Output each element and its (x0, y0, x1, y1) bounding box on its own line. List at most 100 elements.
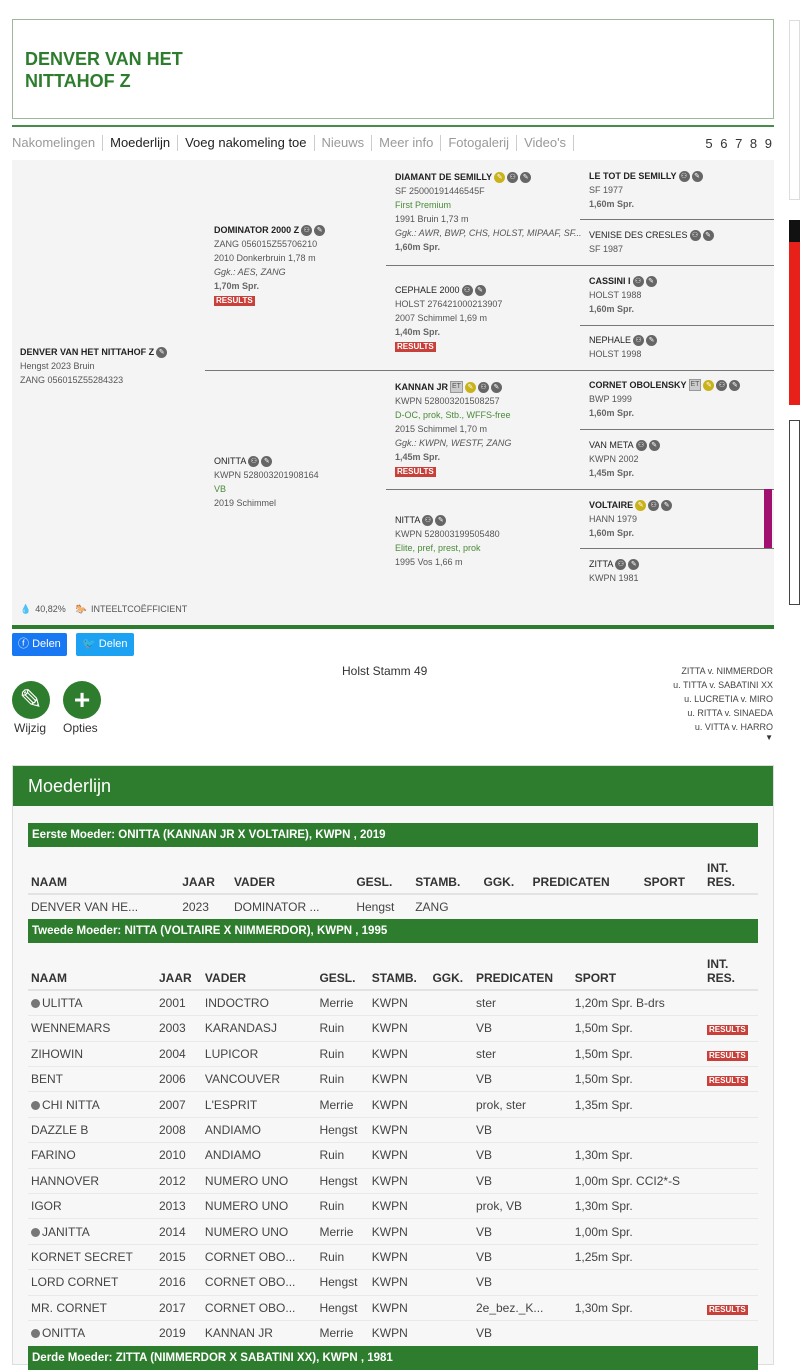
horse-name-link[interactable]: CEPHALE 2000 (395, 285, 460, 295)
family-icon[interactable]: ⚇ (507, 171, 519, 183)
horse-name-link[interactable]: DENVER VAN HET NITTAHOF Z (20, 347, 155, 357)
edit-icon[interactable]: ✎ (261, 455, 273, 467)
horse-name-link[interactable]: ULITTA (42, 996, 83, 1011)
family-icon[interactable]: ⚇ (248, 455, 260, 467)
tab-fotogalerij[interactable]: Fotogalerij (441, 135, 518, 151)
horse-name-link[interactable]: CASSINI I (589, 276, 631, 286)
approved-stallion-icon[interactable]: ✎ (494, 171, 506, 183)
results-badge[interactable]: RESULTS (395, 342, 436, 352)
edit-icon[interactable]: ✎ (729, 379, 741, 391)
edit-icon[interactable]: ✎ (645, 275, 657, 287)
tab-nieuws[interactable]: Nieuws (315, 135, 373, 151)
horse-name-link[interactable]: DIAMANT DE SEMILLY (395, 172, 493, 182)
edit-icon[interactable]: ✎ (648, 439, 660, 451)
horse-name-link[interactable]: LE TOT DE SEMILLY (589, 171, 677, 181)
edit-icon[interactable]: ✎ (646, 334, 658, 346)
family-icon[interactable]: ⚇ (716, 379, 728, 391)
cell-res: RESULTS (704, 1015, 758, 1042)
horse-name-link[interactable]: IGOR (31, 1199, 62, 1214)
edit-icon[interactable]: ✎ (520, 171, 532, 183)
expand-caret-icon[interactable]: ▼ (765, 733, 773, 742)
approved-stallion-icon[interactable]: ✎ (635, 499, 647, 511)
edit-icon[interactable]: ✎ (435, 514, 447, 526)
twitter-share-button[interactable]: 🐦 Delen (76, 633, 134, 656)
cell-vader: NUMERO UNO (201, 1193, 317, 1219)
edit-icon[interactable]: ✎ (628, 558, 640, 570)
horse-name-link[interactable]: HANNOVER (31, 1173, 100, 1188)
cell-vader: NUMERO UNO (201, 1167, 317, 1194)
cell-stamb: KWPN (368, 1040, 430, 1067)
results-badge[interactable]: RESULTS (214, 296, 255, 306)
horse-name-link[interactable]: KORNET SECRET (31, 1249, 133, 1264)
horse-name-link[interactable]: DAZZLE B (31, 1123, 89, 1138)
horse-name-link[interactable]: MR. CORNET (31, 1300, 107, 1315)
options-button[interactable]: + (63, 681, 101, 719)
tab-nakomelingen[interactable]: Nakomelingen (12, 135, 104, 151)
family-icon[interactable]: ⚇ (635, 439, 647, 451)
family-icon[interactable]: ⚇ (678, 170, 690, 182)
approved-stallion-icon[interactable]: ✎ (464, 381, 476, 393)
horse-name-link[interactable]: VOLTAIRE (589, 500, 634, 510)
family-icon[interactable]: ⚇ (301, 224, 313, 236)
results-badge[interactable]: RESULTS (707, 1304, 748, 1315)
horse-name-link[interactable]: LORD CORNET (31, 1275, 119, 1290)
edit-icon[interactable]: ✎ (661, 499, 673, 511)
horse-name-link[interactable]: JANITTA (42, 1224, 90, 1239)
results-badge[interactable]: RESULTS (707, 1050, 748, 1061)
column-header: VADER (230, 847, 354, 895)
pagination[interactable]: 5 6 7 8 9 (705, 135, 774, 151)
pencil-icon: ✎ (19, 684, 43, 715)
cell-stamb: KWPN (368, 1294, 430, 1321)
horse-name-link[interactable]: DENVER VAN HE... (31, 900, 139, 915)
edit-icon[interactable]: ✎ (691, 170, 703, 182)
facebook-share-button[interactable]: ⓕ Delen (12, 633, 67, 656)
results-badge[interactable]: RESULTS (707, 1076, 748, 1087)
pedigree-line1: Hengst 2023 Bruin (20, 361, 95, 371)
tab-meer-info[interactable]: Meer info (372, 135, 442, 151)
horse-name-link[interactable]: NEPHALE (589, 335, 632, 345)
horse-name-link[interactable]: ONITTA (214, 456, 247, 466)
horse-name-link[interactable]: BENT (31, 1072, 64, 1087)
edit-icon[interactable]: ✎ (702, 229, 714, 241)
family-icon[interactable]: ⚇ (632, 275, 644, 287)
horse-name-link[interactable]: ONITTA (42, 1326, 86, 1341)
tab-moederlijn[interactable]: Moederlijn (103, 135, 179, 151)
table-row: BENT 2006 VANCOUVER Ruin KWPN VB 1,50m Spr. RES… (28, 1066, 758, 1092)
horse-name-link[interactable]: ZIHOWIN (31, 1046, 83, 1061)
edit-icon[interactable]: ✎ (314, 224, 326, 236)
results-badge[interactable]: RESULTS (395, 467, 436, 477)
cell-sport: 1,30m Spr. (571, 1142, 704, 1169)
horse-name-link[interactable]: DOMINATOR 2000 Z (214, 225, 300, 235)
approved-stallion-icon[interactable]: ✎ (703, 379, 715, 391)
tab-video-s[interactable]: Video's (517, 135, 575, 151)
tab-voeg-nakomeling-toe[interactable]: Voeg nakomeling toe (178, 135, 315, 151)
damline-item: u. TITTA v. SABATINI XX (673, 680, 773, 690)
family-icon[interactable]: ⚇ (648, 499, 660, 511)
horse-name-link[interactable]: CORNET OBOLENSKY (589, 380, 687, 390)
edit-icon[interactable]: ✎ (474, 284, 486, 296)
edit-icon[interactable]: ✎ (156, 346, 168, 358)
family-icon[interactable]: ⚇ (461, 284, 473, 296)
family-icon[interactable]: ⚇ (633, 334, 645, 346)
horse-name-link[interactable]: NITTA (395, 515, 421, 525)
horse-name-link[interactable]: VAN META (589, 440, 634, 450)
results-badge[interactable]: RESULTS (707, 1025, 748, 1036)
horse-name-link[interactable]: CHI NITTA (42, 1097, 100, 1112)
et-badge: ET (688, 379, 702, 391)
cell-ggk (429, 1218, 473, 1245)
cell-pred (529, 893, 641, 920)
cell-jaar: 2001 (156, 989, 202, 1016)
horse-name-link[interactable]: FARINO (31, 1148, 76, 1163)
family-icon[interactable]: ⚇ (689, 229, 701, 241)
horse-name-link[interactable]: WENNEMARS (31, 1021, 111, 1036)
cell-res (704, 1243, 758, 1270)
horse-name-link[interactable]: ZITTA (589, 559, 614, 569)
family-icon[interactable]: ⚇ (477, 381, 489, 393)
family-icon[interactable]: ⚇ (422, 514, 434, 526)
family-icon[interactable]: ⚇ (615, 558, 627, 570)
edit-icon[interactable]: ✎ (490, 381, 502, 393)
horse-name-link[interactable]: VENISE DES CRESLES (589, 230, 688, 240)
pedigree-sport: 1,60m Spr. (589, 408, 635, 418)
edit-button[interactable]: ✎ (12, 681, 50, 719)
horse-name-link[interactable]: KANNAN JR (395, 382, 449, 392)
